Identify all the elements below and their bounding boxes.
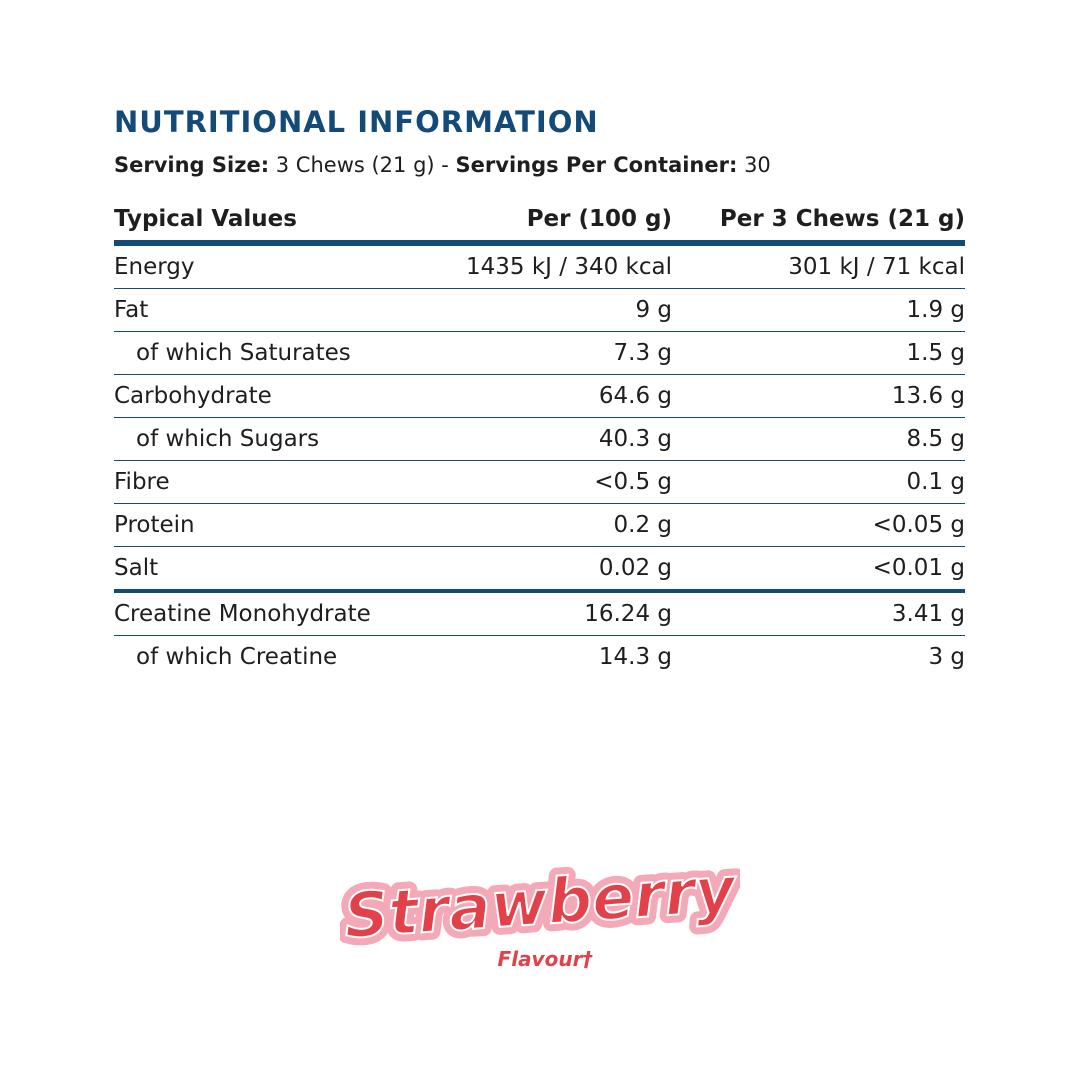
per-100g-value: 40.3 g — [414, 417, 672, 461]
flavour-name: Strawberry — [342, 852, 740, 952]
table-row: Carbohydrate 64.6 g 13.6 g — [114, 374, 965, 418]
per-100g-value: 0.2 g — [414, 503, 672, 547]
per-serving-value: 13.6 g — [672, 374, 965, 418]
header-per-100g: Per (100 g) — [414, 198, 672, 246]
nutrient-label: Carbohydrate — [114, 374, 414, 418]
nutrient-label: of which Saturates — [114, 331, 414, 375]
flavour-logo-svg: Strawberry Strawberry Flavour† — [340, 848, 740, 971]
per-100g-value: 0.02 g — [414, 546, 672, 593]
nutrient-label: Fibre — [114, 460, 414, 504]
table-row: of which Creatine 14.3 g 3 g — [114, 636, 965, 679]
serving-size-value: 3 Chews (21 g) - — [269, 153, 456, 177]
flavour-label: Flavour† — [498, 947, 594, 971]
nutrient-label: Energy — [114, 243, 414, 289]
nutrient-label: Salt — [114, 546, 414, 593]
table-row: Creatine Monohydrate 16.24 g 3.41 g — [114, 591, 965, 636]
serving-info: Serving Size: 3 Chews (21 g) - Servings … — [114, 150, 965, 180]
per-serving-value: <0.01 g — [672, 546, 965, 593]
per-serving-value: 3 g — [928, 643, 965, 670]
per-100g-value: 1435 kJ / 340 kcal — [414, 243, 672, 289]
table-row: of which Saturates 7.3 g 1.5 g — [114, 331, 965, 375]
per-serving-value: 8.5 g — [672, 417, 965, 461]
nutrient-label: of which Creatine — [136, 643, 338, 670]
header-typical-values: Typical Values — [114, 198, 414, 246]
page-title: NUTRITIONAL INFORMATION — [114, 105, 599, 139]
table-row: Fat 9 g 1.9 g — [114, 288, 965, 332]
table-header-row: Typical Values Per (100 g) Per 3 Chews (… — [114, 198, 965, 246]
per-100g-value: <0.5 g — [414, 460, 672, 504]
nutrient-label: Protein — [114, 503, 414, 547]
nutrient-label: Creatine Monohydrate — [114, 591, 414, 636]
per-serving-value: 1.9 g — [672, 288, 965, 332]
per-serving-value: 301 kJ / 71 kcal — [672, 243, 965, 289]
nutrition-table: Typical Values Per (100 g) Per 3 Chews (… — [114, 198, 965, 678]
table-row: of which Sugars 40.3 g 8.5 g — [114, 417, 965, 461]
per-serving-value: 1.5 g — [672, 331, 965, 375]
nutrient-label: of which Sugars — [114, 417, 414, 461]
per-serving-value: 0.1 g — [672, 460, 965, 504]
table-row: Salt 0.02 g <0.01 g — [114, 546, 965, 593]
table-row: Energy 1435 kJ / 340 kcal 301 kJ / 71 kc… — [114, 243, 965, 289]
servings-per-container-value: 30 — [737, 153, 771, 177]
header-per-serving: Per 3 Chews (21 g) — [672, 198, 965, 246]
per-100g-value: 14.3 g — [598, 643, 672, 670]
table-row: Protein 0.2 g <0.05 g — [114, 503, 965, 547]
flavour-logo: Strawberry Strawberry Flavour† — [340, 848, 740, 978]
per-100g-value: 16.24 g — [414, 591, 672, 636]
serving-size-label: Serving Size: — [114, 153, 270, 177]
servings-per-container-label: Servings Per Container: — [455, 153, 738, 177]
per-100g-value: 64.6 g — [414, 374, 672, 418]
per-100g-value: 9 g — [414, 288, 672, 332]
nutrient-label: Fat — [114, 288, 414, 332]
per-serving-value: 3.41 g — [672, 591, 965, 636]
table-row: Fibre <0.5 g 0.1 g — [114, 460, 965, 504]
per-100g-value: 7.3 g — [414, 331, 672, 375]
nutrition-panel: NUTRITIONAL INFORMATION Serving Size: 3 … — [114, 100, 965, 678]
per-serving-value: <0.05 g — [672, 503, 965, 547]
